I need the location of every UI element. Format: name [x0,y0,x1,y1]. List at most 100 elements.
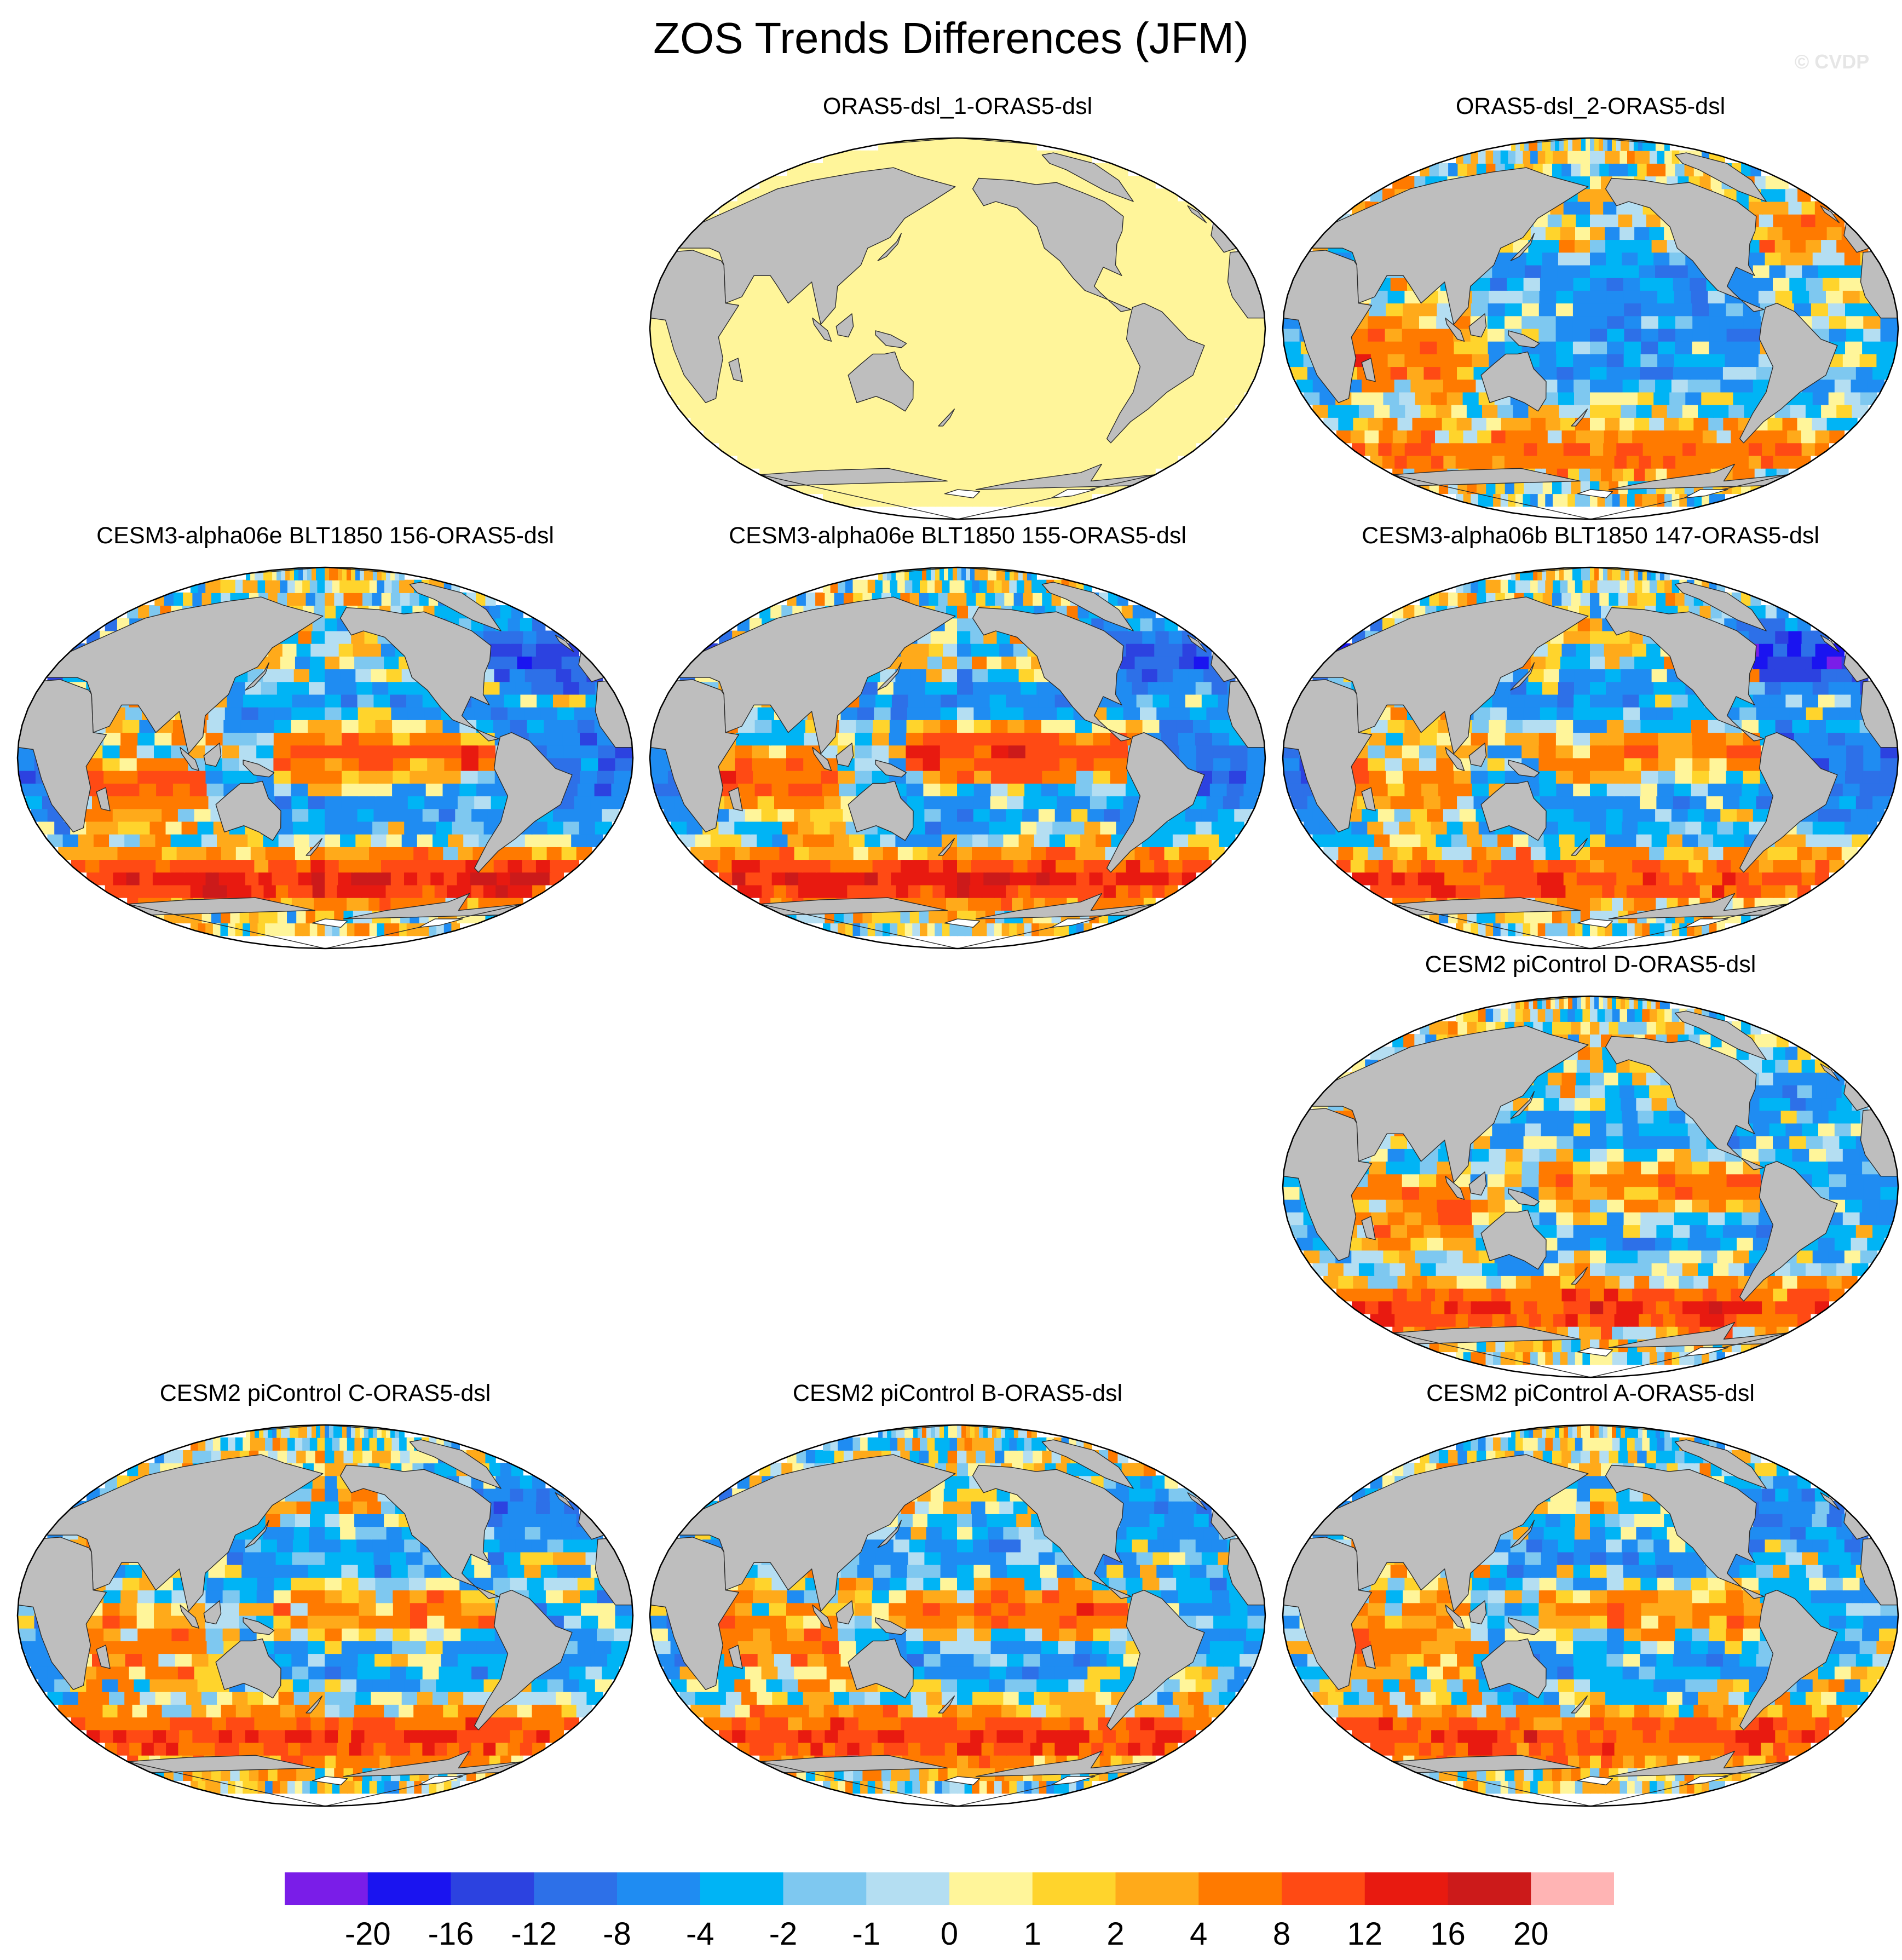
map-panel-p8: CESM2 piControl B-ORAS5-dsl [645,1378,1270,1810]
north-america-landmass [1605,607,1765,742]
map-p8 [649,1424,1266,1807]
australia-landmass [215,1638,281,1699]
arctic-ice-cap [1511,567,1591,574]
australia-landmass [1480,780,1547,841]
weddell-ice-shelf [418,1776,463,1785]
madagascar-landmass [1361,1216,1376,1240]
weddell-ice-shelf [418,918,463,928]
colorbar-box-10 [1115,1872,1199,1905]
south-america-landmass [1739,1589,1838,1731]
map-frame [649,137,1266,520]
arctic-ice-cap [325,1425,405,1432]
colorbar-box-9 [1032,1872,1116,1905]
colorbar [285,1872,1614,1905]
uk-landmass [555,1492,575,1510]
map-panel-p7: CESM2 piControl C-ORAS5-dsl [13,1378,637,1810]
north-america-landmass [339,607,499,742]
madagascar-landmass [96,787,111,812]
arctic-ice-cap [1590,1425,1670,1432]
colorbar-box-13 [1364,1872,1449,1905]
madagascar-landmass [728,358,743,382]
colorbar-tick-label: -16 [428,1916,474,1952]
weddell-ice-shelf [1051,489,1096,498]
map-p2 [1282,137,1899,520]
colorbar-tick-label: 0 [940,1916,959,1952]
new-guinea-landmass [1508,1617,1540,1635]
arctic-ice-cap [1590,567,1670,574]
colorbar-box-3 [534,1872,618,1905]
japan-landmass [877,1520,902,1549]
australia-landmass [215,780,281,841]
map-frame [1282,995,1899,1378]
north-america-landmass [1605,177,1765,312]
madagascar-landmass [728,787,743,812]
ross-ice-shelf [312,918,348,928]
sumatra-landmass [1445,747,1465,771]
north-america-landmass [1605,1036,1765,1170]
colorbar-box-2 [451,1872,534,1905]
greenland-landmass [1041,582,1134,631]
map-panel-p1: ORAS5-dsl_1-ORAS5-dsl [645,91,1270,524]
map-frame [16,1424,634,1807]
south-america-landmass [1106,732,1205,873]
map-p4 [649,566,1266,950]
weddell-ice-shelf [1684,489,1728,498]
uk-landmass [1820,205,1840,223]
madagascar-landmass [1361,1645,1376,1669]
panel-title: ORAS5-dsl_2-ORAS5-dsl [1455,93,1726,119]
new-zealand-landmass [1571,409,1588,427]
north-america-landmass [339,1464,499,1599]
map-panel-p4: CESM3-alpha06e BLT1850 155-ORAS5-dsl [645,520,1270,953]
greenland-landmass [1041,1439,1134,1489]
sumatra-landmass [812,747,832,771]
south-america-landmass [1106,302,1205,444]
ross-ice-shelf [1577,918,1613,928]
map-body [650,138,1265,519]
arctic-ice-cap [878,1425,958,1432]
borneo-landmass [835,743,854,767]
new-zealand-landmass [1571,1267,1588,1285]
australia-landmass [1480,351,1547,412]
south-america-landmass [1739,732,1838,873]
new-zealand-landmass [1571,838,1588,856]
panel-title: CESM2 piControl C-ORAS5-dsl [159,1380,491,1406]
ross-ice-shelf [944,489,981,498]
uk-landmass [1187,205,1207,223]
map-panel-p5: CESM3-alpha06b BLT1850 147-ORAS5-dsl [1278,520,1902,953]
new-guinea-landmass [243,760,275,778]
colorbar-tick-label: 1 [1023,1916,1041,1952]
colorbar-tick-label: -2 [769,1916,798,1952]
south-america-landmass [1106,1589,1205,1731]
borneo-landmass [203,1600,222,1625]
north-america-landmass [972,607,1132,742]
map-frame [1282,137,1899,520]
sumatra-landmass [812,1605,832,1629]
map-frame [649,1424,1266,1807]
colorbar-tick-label: 8 [1272,1916,1291,1952]
australia-landmass [848,1638,914,1699]
colorbar-box-0 [285,1872,368,1905]
sumatra-landmass [180,747,200,771]
uk-landmass [1187,1492,1207,1510]
colorbar-tick-label: 12 [1347,1916,1382,1952]
ross-ice-shelf [1577,1347,1613,1357]
colorbar-tick-label: -4 [685,1916,714,1952]
panel-title: CESM2 piControl D-ORAS5-dsl [1425,951,1756,978]
borneo-landmass [835,1600,854,1625]
map-panel-p6: CESM2 piControl D-ORAS5-dsl [1278,949,1902,1382]
map-frame [649,566,1266,950]
new-guinea-landmass [875,1617,907,1635]
panel-title: CESM3-alpha06b BLT1850 147-ORAS5-dsl [1362,522,1819,549]
uk-landmass [1820,634,1840,653]
greenland-landmass [409,582,502,631]
arctic-ice-cap [957,1425,1037,1432]
arctic-ice-cap [1590,138,1670,145]
japan-landmass [877,662,902,691]
ross-ice-shelf [944,1776,981,1785]
arctic-ice-cap [246,567,326,574]
japan-landmass [1510,662,1535,691]
madagascar-landmass [96,1645,111,1669]
new-guinea-landmass [875,330,907,348]
arctic-ice-cap [957,138,1037,145]
colorbar-tick-label: -20 [344,1916,391,1952]
